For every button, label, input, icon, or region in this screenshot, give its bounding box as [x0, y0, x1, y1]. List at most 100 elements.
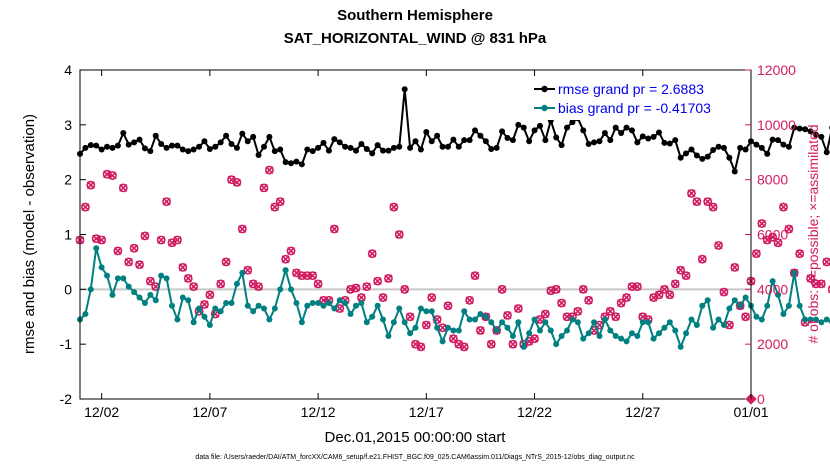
obs-assimilated-stroke — [611, 312, 620, 321]
obs-assimilated-stroke — [232, 178, 241, 187]
obs-assimilated-marker — [184, 274, 193, 283]
obs-possible-marker — [611, 312, 621, 322]
obs-possible-marker — [752, 249, 761, 259]
bias-point — [109, 291, 116, 298]
rmse-point — [439, 143, 446, 150]
bias-point — [174, 316, 181, 323]
obs-assimilated-stroke — [714, 241, 723, 250]
obs-assimilated-stroke — [552, 285, 561, 294]
bias-point — [125, 283, 132, 290]
obs-assimilated-marker — [730, 263, 739, 272]
bias-point — [547, 327, 554, 334]
bias-point — [812, 316, 819, 323]
obs-possible-marker — [313, 279, 323, 289]
bias-point — [190, 319, 197, 326]
rmse-point — [536, 122, 543, 129]
bias-point — [504, 324, 511, 331]
rmse-point — [293, 158, 300, 165]
obs-assimilated-marker — [140, 231, 149, 240]
legend-rmse-label: rmse grand pr = 2.6883 — [558, 81, 704, 97]
bias-point — [818, 319, 825, 326]
x-tick-label: 12/17 — [409, 404, 444, 420]
bias-point — [104, 272, 111, 279]
bias-point — [288, 286, 295, 293]
obs-assimilated-stroke — [757, 219, 766, 228]
rmse-point — [628, 127, 635, 134]
bias-point — [358, 300, 365, 307]
obs-assimilated-marker — [665, 290, 674, 299]
obs-assimilated-stroke — [676, 266, 685, 275]
bias-point — [423, 308, 430, 315]
obs-assimilated-stroke — [671, 279, 680, 288]
rmse-point — [374, 142, 381, 149]
obs-assimilated-marker — [530, 334, 539, 343]
bias-point — [623, 338, 630, 345]
bias-point — [466, 316, 473, 323]
rmse-point — [114, 142, 121, 149]
legend-box — [530, 76, 746, 120]
obs-possible-marker — [476, 326, 485, 335]
obs-assimilated-marker — [649, 293, 658, 302]
rmse-point — [152, 132, 159, 139]
rmse-point — [645, 135, 652, 142]
bias-point — [136, 294, 143, 301]
bias-point — [147, 291, 154, 298]
obs-assimilated-marker — [265, 166, 274, 175]
rmse-point — [515, 121, 522, 128]
obs-assimilated-marker — [671, 279, 680, 288]
bias-point — [363, 319, 370, 326]
obs-assimilated-marker — [249, 279, 258, 288]
obs-assimilated-stroke — [741, 312, 750, 321]
obs-possible-marker — [660, 284, 669, 294]
bias-point — [212, 305, 219, 312]
obs-assimilated-marker — [395, 230, 404, 239]
rmse-point — [623, 124, 630, 131]
bias-point — [461, 308, 468, 315]
rmse-point — [504, 134, 511, 141]
obs-possible-marker — [264, 165, 274, 175]
rmse-point — [477, 132, 484, 139]
y2-tick-label: 4000 — [757, 281, 788, 297]
bias-point — [499, 319, 506, 326]
rmse-point — [174, 142, 181, 149]
obs-assimilated-stroke — [86, 181, 95, 190]
rmse-point — [553, 134, 560, 141]
bias-point — [737, 302, 744, 309]
rmse-point — [699, 155, 706, 162]
rmse-point — [385, 147, 392, 154]
rmse-point — [488, 145, 495, 152]
bias-point — [396, 305, 403, 312]
obs-possible-marker — [281, 254, 291, 264]
obs-possible-marker — [811, 279, 821, 289]
obs-assimilated-stroke — [135, 260, 144, 269]
x-tick-label: 12/22 — [517, 404, 552, 420]
obs-assimilated-marker — [752, 249, 761, 258]
rmse-point — [688, 146, 695, 153]
obs-possible-marker — [730, 262, 740, 272]
rmse-point — [401, 86, 408, 93]
bias-point — [141, 300, 148, 307]
bias-point — [385, 332, 392, 339]
obs-possible-marker — [135, 260, 144, 270]
obs-possible-marker — [405, 312, 415, 322]
rmse-point — [309, 148, 316, 155]
obs-assimilated-marker — [682, 271, 691, 280]
obs-assimilated-stroke — [222, 257, 231, 266]
obs-possible-marker — [259, 183, 269, 193]
rmse-point — [417, 146, 424, 153]
obs-assimilated-stroke — [140, 231, 149, 240]
bias-point — [688, 316, 695, 323]
bias-point — [450, 327, 457, 334]
obs-assimilated-marker — [157, 236, 166, 244]
bias-point — [531, 316, 538, 323]
obs-possible-marker — [735, 301, 745, 311]
y2-tick-label: 10000 — [757, 117, 796, 133]
obs-assimilated-stroke — [119, 183, 128, 192]
rmse-point — [639, 133, 646, 140]
y-tick-label: 3 — [64, 117, 72, 133]
obs-possible-marker — [806, 273, 815, 283]
bias-point — [369, 313, 376, 320]
obs-assimilated-marker — [178, 263, 187, 272]
rmse-point — [802, 126, 809, 133]
obs-assimilated-marker — [460, 342, 469, 351]
